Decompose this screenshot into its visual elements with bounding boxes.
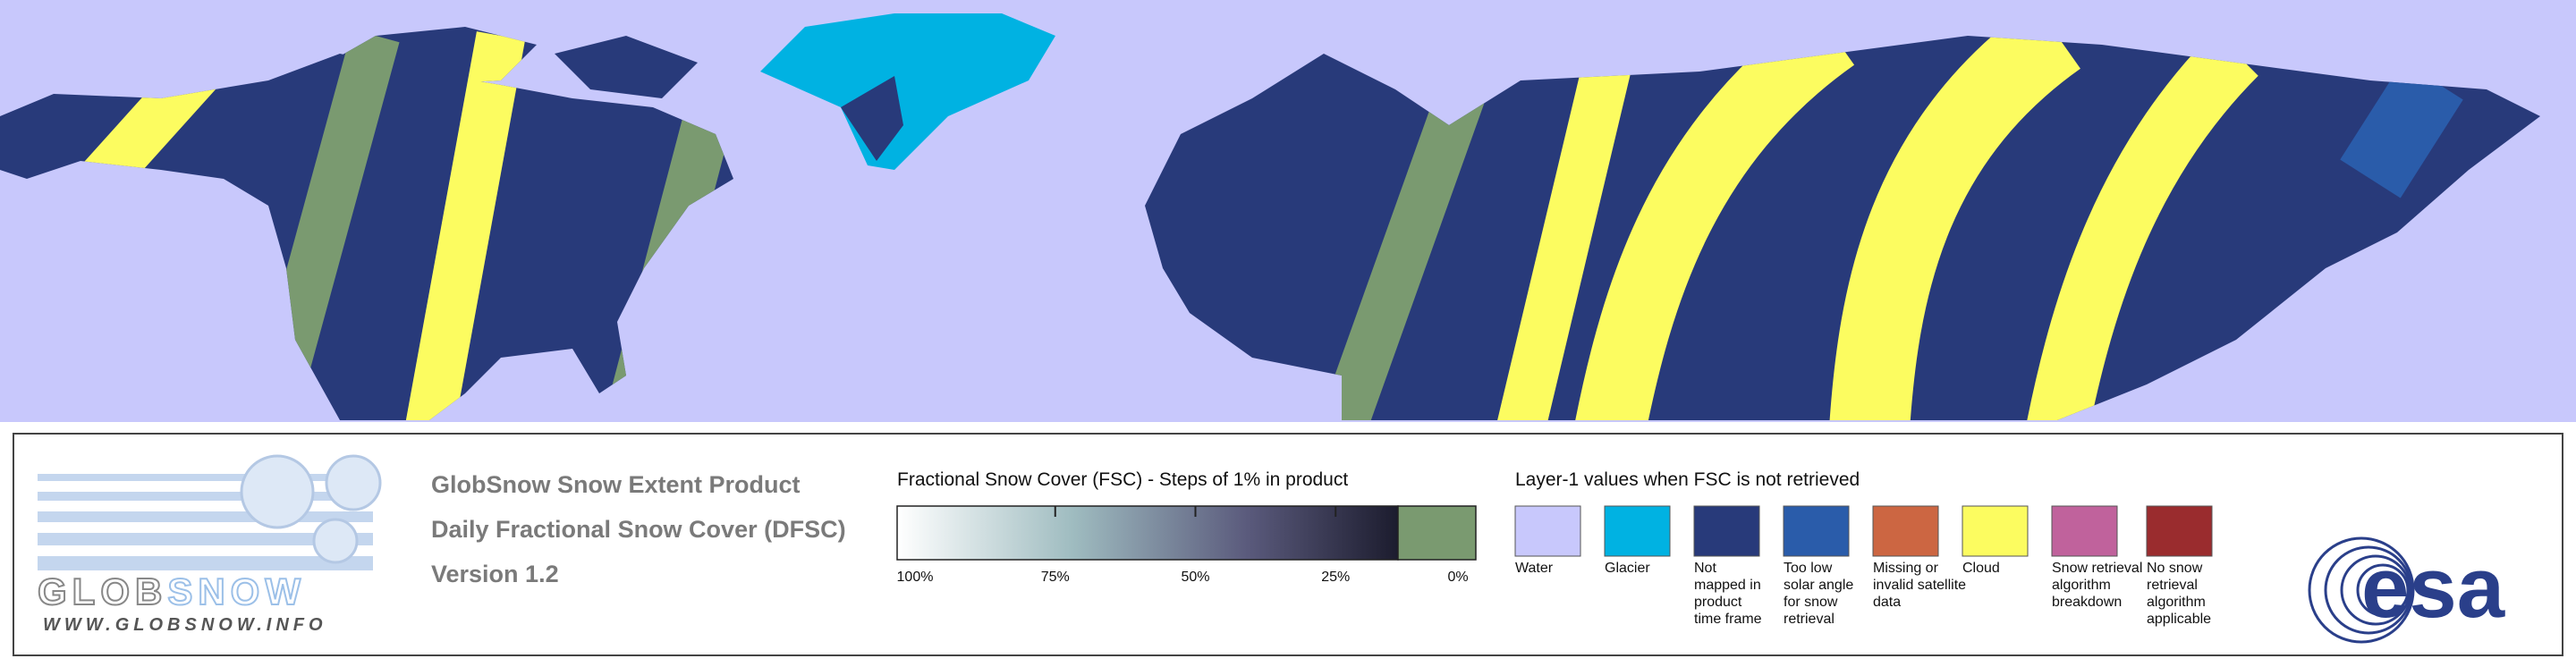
map-land xyxy=(0,27,2540,420)
layer1-label: time frame xyxy=(1694,612,1762,627)
fsc-label: 0% xyxy=(1447,570,1468,585)
product-line: Version 1.2 xyxy=(431,561,559,587)
layer1-title: Layer-1 values when FSC is not retrieved xyxy=(1515,469,1860,490)
logo-name: GLOBSNOW xyxy=(38,570,306,612)
layer1-label: Snow retrieval xyxy=(2052,561,2142,576)
esa-wordmark: esa xyxy=(2361,540,2505,636)
layer1-label: applicable xyxy=(2147,612,2211,627)
greenland-stripe xyxy=(841,76,903,161)
layer1-swatch xyxy=(1962,505,2029,557)
layer1-swatch xyxy=(1783,505,1850,557)
layer1-label: invalid satellite xyxy=(1873,578,1966,593)
product-line: GlobSnow Snow Extent Product xyxy=(431,471,801,498)
globsnow-logo xyxy=(38,454,382,570)
fsc-colorbar xyxy=(896,505,1399,561)
layer1-label: breakdown xyxy=(2052,595,2122,610)
layer1-swatch xyxy=(1872,505,1939,557)
layer1-label: Glacier xyxy=(1605,561,1650,576)
layer1-label: product xyxy=(1694,595,1742,610)
layer1-swatch xyxy=(2146,505,2213,557)
layer1-label: Cloud xyxy=(1962,561,2000,576)
greenland xyxy=(760,13,1055,170)
esa-logo xyxy=(2308,536,2415,644)
fsc-label: 25% xyxy=(1321,570,1350,585)
product-line: Daily Fractional Snow Cover (DFSC) xyxy=(431,516,846,543)
layer1-label: retrieval xyxy=(2147,578,2198,593)
layer1-label: algorithm xyxy=(2147,595,2206,610)
layer1-label: solar angle xyxy=(1784,578,1853,593)
fsc-label: 100% xyxy=(897,570,934,585)
layer1-label: No snow xyxy=(2147,561,2203,576)
fsc-zero xyxy=(1397,505,1477,561)
layer1-swatch xyxy=(1693,505,1760,557)
layer1-label: Not xyxy=(1694,561,1716,576)
layer1-label: algorithm xyxy=(2052,578,2111,593)
layer1-swatch xyxy=(1604,505,1671,557)
logo-url: WWW.GLOBSNOW.INFO xyxy=(43,615,327,635)
layer1-label: for snow xyxy=(1784,595,1838,610)
layer1-swatch xyxy=(1514,505,1581,557)
layer1-label: mapped in xyxy=(1694,578,1761,593)
layer1-swatch xyxy=(2051,505,2118,557)
fsc-label: 75% xyxy=(1041,570,1070,585)
layer1-label: Too low xyxy=(1784,561,1833,576)
fsc-label: 50% xyxy=(1181,570,1209,585)
layer1-label: Water xyxy=(1515,561,1554,576)
layer1-label: Missing or xyxy=(1873,561,1939,576)
layer1-label: data xyxy=(1873,595,1901,610)
fsc-title: Fractional Snow Cover (FSC) - Steps of 1… xyxy=(897,469,1348,490)
layer1-label: retrieval xyxy=(1784,612,1835,627)
